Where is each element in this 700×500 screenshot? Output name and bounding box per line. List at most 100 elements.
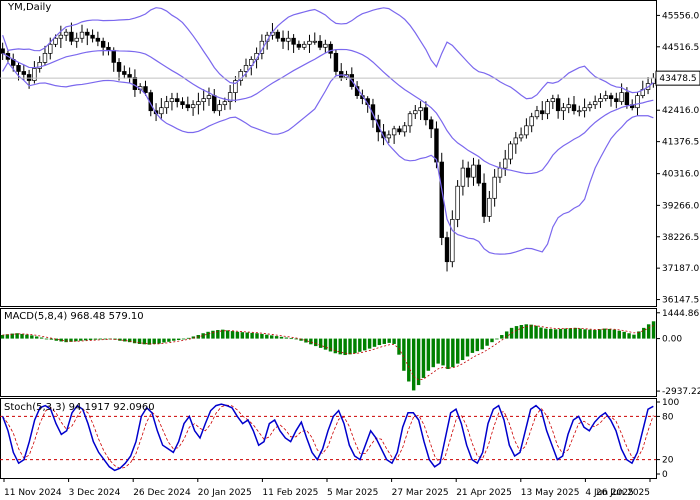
macd-histogram-bar bbox=[181, 338, 186, 340]
candle-body bbox=[307, 40, 312, 45]
symbol-label: YM bbox=[8, 2, 23, 13]
macd-histogram-bar bbox=[446, 338, 450, 369]
candle-body bbox=[0, 48, 5, 54]
date-axis-label-3: 20 Jan 2025 bbox=[198, 488, 252, 498]
candle-body bbox=[132, 77, 138, 90]
macd-histogram-bar bbox=[103, 338, 107, 340]
macd-histogram-bar bbox=[44, 338, 49, 340]
candle-body bbox=[233, 80, 238, 93]
candle-body bbox=[534, 110, 540, 118]
stoch-axis-label-1: 80 bbox=[662, 412, 674, 422]
macd-histogram-bar bbox=[612, 329, 617, 339]
candle-body bbox=[529, 116, 534, 127]
macd-histogram-bar bbox=[377, 338, 382, 346]
candle-body bbox=[143, 86, 148, 93]
macd-histogram-bar bbox=[563, 328, 568, 339]
candle-body bbox=[243, 65, 249, 72]
macd-histogram-bar bbox=[284, 337, 289, 339]
price-axis-label-8: 37187.0 bbox=[662, 264, 699, 274]
macd-histogram-bar bbox=[279, 336, 284, 339]
current-price-label: 43478.5 bbox=[659, 74, 696, 84]
price-axis-label-9: 36147.5 bbox=[662, 296, 699, 306]
price-axis-label-4: 41376.5 bbox=[662, 138, 699, 148]
macd-histogram-bar bbox=[407, 338, 411, 382]
candle-body bbox=[592, 101, 598, 106]
macd-histogram-bar bbox=[597, 329, 602, 339]
candle-body bbox=[450, 219, 455, 263]
macd-histogram-bar bbox=[387, 338, 391, 343]
macd-histogram-bar bbox=[651, 321, 656, 339]
candle-body bbox=[217, 104, 222, 112]
macd-histogram-bar bbox=[578, 328, 582, 339]
candle-body bbox=[291, 37, 296, 45]
macd-histogram-bar bbox=[436, 338, 440, 364]
candle-body bbox=[317, 40, 323, 48]
macd-histogram-bar bbox=[456, 338, 460, 364]
macd-histogram-bar bbox=[172, 338, 176, 341]
candle-body bbox=[95, 37, 101, 42]
stoch-signal-line bbox=[2, 404, 654, 469]
macd-histogram-bar bbox=[20, 333, 24, 339]
macd-histogram-bar bbox=[637, 331, 641, 339]
macd-axis-label-2: -2937.22 bbox=[662, 387, 700, 397]
macd-histogram-bar bbox=[353, 338, 357, 354]
candle-body bbox=[127, 74, 132, 78]
macd-histogram-bar bbox=[221, 329, 225, 339]
candle-body bbox=[312, 40, 317, 43]
macd-histogram-bar bbox=[632, 334, 636, 339]
price-axis-label-1: 44516.5 bbox=[662, 43, 699, 53]
candle-body bbox=[545, 101, 550, 115]
macd-histogram-bar bbox=[152, 338, 156, 344]
candle-body bbox=[571, 104, 577, 112]
macd-histogram-bar bbox=[5, 334, 10, 339]
macd-histogram-bar bbox=[431, 338, 435, 368]
macd-histogram-bar bbox=[83, 338, 88, 341]
macd-histogram-bar bbox=[441, 338, 445, 366]
macd-histogram-bar bbox=[240, 332, 245, 339]
macd-histogram-bar bbox=[39, 337, 44, 339]
candle-body bbox=[212, 95, 217, 112]
candle-body bbox=[391, 128, 397, 136]
date-axis-label-5: 5 Mar 2025 bbox=[327, 488, 378, 498]
macd-histogram-bar bbox=[235, 331, 240, 339]
macd-histogram-bar bbox=[495, 338, 499, 340]
macd-histogram-bar bbox=[216, 330, 220, 339]
price-panel-frame bbox=[0, 0, 657, 307]
macd-histogram-bar bbox=[490, 338, 494, 343]
macd-histogram-bar bbox=[10, 333, 14, 339]
macd-histogram-bar bbox=[363, 338, 367, 351]
candle-body bbox=[222, 101, 228, 106]
date-axis-label-4: 11 Feb 2025 bbox=[262, 488, 318, 498]
candle-body bbox=[582, 107, 587, 112]
candle-body bbox=[53, 37, 58, 45]
macd-histogram-bar bbox=[504, 331, 509, 339]
macd-histogram-bar bbox=[201, 333, 205, 339]
candle-body bbox=[106, 46, 111, 51]
candle-body bbox=[635, 95, 640, 109]
date-axis-label-7: 21 Apr 2025 bbox=[456, 488, 512, 498]
candle-body bbox=[42, 52, 48, 63]
macd-histogram-bar bbox=[176, 338, 181, 341]
candle-body bbox=[201, 98, 206, 103]
macd-histogram-bar bbox=[0, 335, 5, 339]
candle-body bbox=[79, 31, 85, 39]
macd-histogram-bar bbox=[206, 331, 210, 339]
candle-body bbox=[164, 101, 169, 109]
candle-body bbox=[227, 92, 233, 103]
candle-body bbox=[21, 71, 27, 75]
macd-histogram-bar bbox=[255, 333, 259, 339]
macd-histogram-bar bbox=[475, 338, 480, 352]
macd-histogram-bar bbox=[309, 338, 313, 345]
bollinger-lower-band bbox=[2, 61, 654, 255]
macd-histogram-bar bbox=[318, 338, 323, 348]
candle-body bbox=[487, 197, 492, 217]
current-price-box bbox=[655, 70, 700, 86]
date-axis-label-10: 26 Jun 2025 bbox=[596, 488, 650, 498]
candle-body bbox=[476, 164, 481, 184]
macd-histogram-bar bbox=[451, 338, 455, 368]
candle-body bbox=[323, 43, 328, 48]
macd-histogram-bar bbox=[519, 325, 524, 339]
candle-body bbox=[175, 98, 180, 103]
date-axis-label-0: 11 Nov 2024 bbox=[4, 488, 62, 498]
stoch-axis-label-3: 0 bbox=[662, 470, 668, 480]
